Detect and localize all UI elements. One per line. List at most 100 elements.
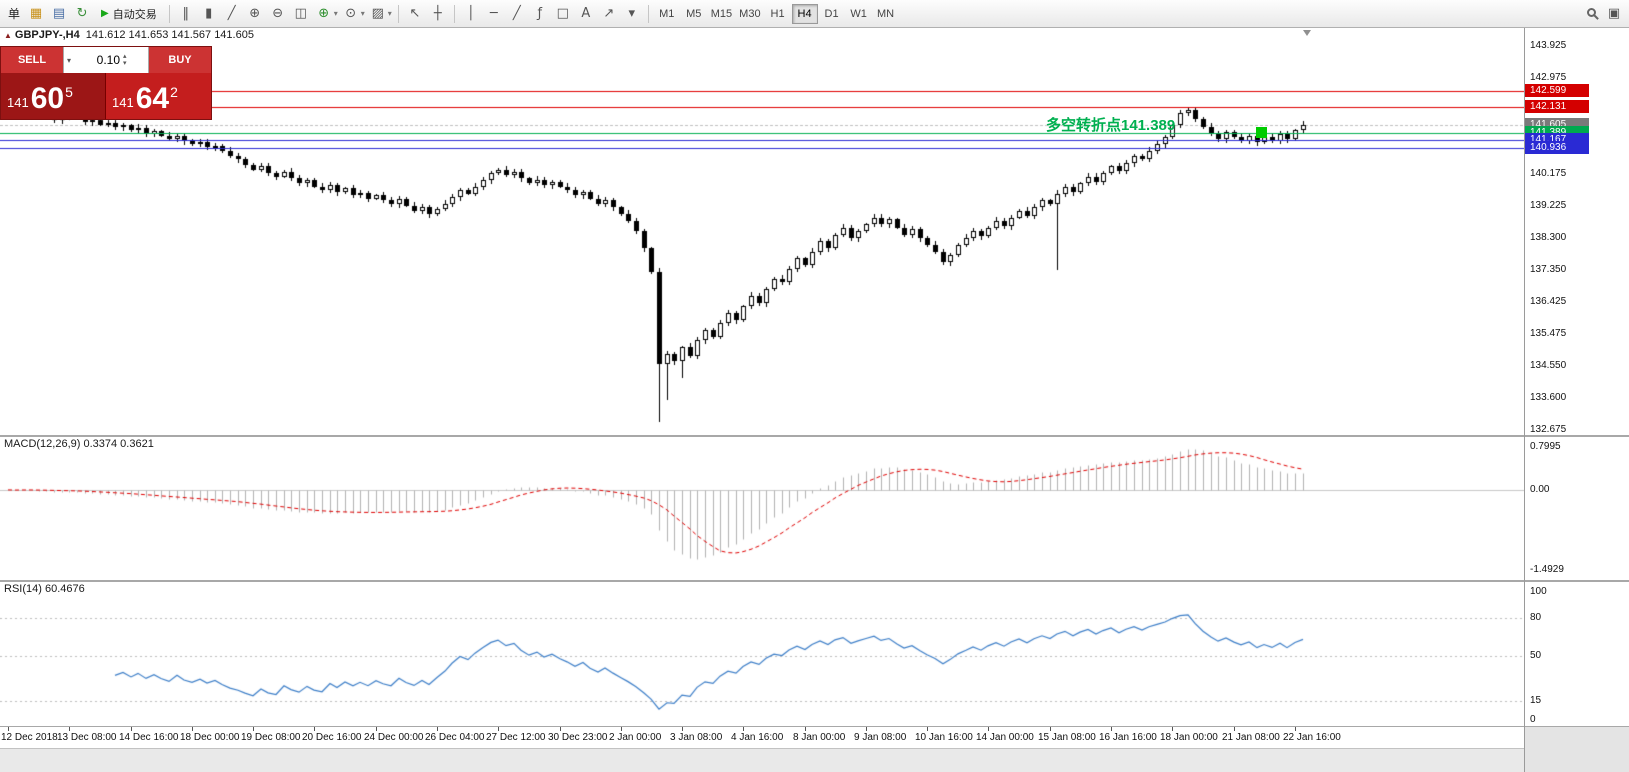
sell-button[interactable]: SELL (1, 47, 63, 73)
timeframe-m1[interactable]: M1 (654, 4, 680, 24)
vertical-line-icon[interactable]: │ (460, 3, 482, 25)
price-axis-label: 134.550 (1530, 359, 1567, 371)
periods-icon[interactable]: ⊙ (340, 3, 362, 25)
profiles-icon[interactable]: ▤ (48, 3, 70, 25)
auto-trading-button[interactable]: ▶ 自动交易 (94, 3, 164, 25)
time-tick (1050, 727, 1051, 731)
toolbar-separator (168, 4, 170, 23)
time-axis-label: 14 Dec 16:00 (119, 732, 179, 743)
symbol-triangle-icon: ▲ (4, 31, 12, 40)
timeframe-m15[interactable]: M15 (708, 4, 735, 24)
macd-axis-label: -1.4929 (1530, 564, 1564, 575)
toolbar-separator (453, 4, 455, 23)
volume-dropdown-icon[interactable]: ▾ (67, 55, 72, 65)
text-icon[interactable]: A (575, 3, 597, 25)
templates-icon[interactable]: ▨ (367, 3, 389, 25)
timeframe-mn[interactable]: MN (873, 4, 899, 24)
zoom-in-icon[interactable]: ⊕ (244, 3, 266, 25)
rsi-axis-label: 0 (1530, 713, 1536, 725)
trendline-icon[interactable]: ╱ (506, 3, 528, 25)
volume-stepper[interactable]: ▴ ▾ (120, 53, 130, 67)
tile-windows-icon[interactable]: ◫ (290, 3, 312, 25)
line-chart-icon[interactable]: ╱ (221, 3, 243, 25)
main-price-axis[interactable]: 143.925142.975142.050141.100140.175139.2… (1525, 28, 1629, 435)
search-icon[interactable] (1587, 8, 1596, 17)
timeframe-m5[interactable]: M5 (681, 4, 707, 24)
buy-button[interactable]: BUY (149, 47, 211, 73)
volume-control: ▾ ▴ ▾ (63, 47, 149, 73)
rsi-value-axis[interactable]: 100 80 50 15 0 (1525, 582, 1629, 726)
timeframe-m30[interactable]: M30 (736, 4, 763, 24)
timeframe-w1[interactable]: W1 (846, 4, 872, 24)
buy-marker-icon (1256, 127, 1267, 138)
price-axis-label: 138.300 (1530, 231, 1567, 243)
shapes-icon[interactable]: □ (552, 3, 574, 25)
buy-price[interactable]: 141 64 2 (106, 73, 211, 119)
drawing-toolbar-group: │ ─ ╱ ƒ □ A ↗ ▾ (460, 3, 643, 25)
rsi-axis-label: 50 (1530, 649, 1542, 661)
rsi-axis-label: 100 (1530, 585, 1547, 597)
sell-price-big: 60 (30, 82, 65, 115)
timeframe-h4[interactable]: H4 (791, 3, 818, 24)
time-axis-label: 26 Dec 04:00 (425, 732, 485, 743)
arrow-tools-icon[interactable]: ↗ (598, 3, 620, 25)
trade-controls-row: SELL ▾ ▴ ▾ BUY (1, 47, 211, 73)
new-chart-icon[interactable]: ▦ (25, 3, 47, 25)
volume-up-icon[interactable]: ▴ (123, 53, 127, 60)
templates-icon-dropdown[interactable]: ▾ (387, 9, 392, 18)
volume-down-icon[interactable]: ▾ (123, 60, 127, 67)
right-toolbar-group: ▣ (1585, 3, 1625, 25)
more-tools-icon[interactable]: ▾ (621, 3, 643, 25)
time-tick (314, 727, 315, 731)
time-tick (1111, 727, 1112, 731)
panel-divider[interactable] (0, 435, 1524, 437)
time-tick (8, 727, 9, 731)
indicator-toolbar-group: ⊕ ▾ ⊙ ▾ ▨ ▾ (313, 3, 393, 25)
time-axis-label: 3 Jan 08:00 (670, 732, 723, 743)
time-tick (988, 727, 989, 731)
pointer-toolbar-group: ↖ ┼ (404, 3, 449, 25)
file-toolbar-group: ▦ ▤ ↻ (25, 3, 93, 25)
timeframe-d1[interactable]: D1 (819, 4, 845, 24)
crosshair-icon[interactable]: ┼ (427, 3, 449, 25)
indicators-icon-dropdown[interactable]: ▾ (333, 9, 338, 18)
time-axis-label: 30 Dec 23:00 (548, 732, 608, 743)
sell-price-sup: 5 (65, 84, 73, 100)
volume-input[interactable] (74, 53, 121, 67)
zoom-out-icon[interactable]: ⊖ (267, 3, 289, 25)
toolbar-separator (397, 4, 399, 23)
chart-shift-marker[interactable] (1303, 30, 1311, 36)
rsi-canvas[interactable] (0, 582, 1524, 726)
macd-value-axis[interactable]: 0.7995 0.00 -1.4929 (1525, 437, 1629, 580)
time-tick (560, 727, 561, 731)
sell-price-prefix: 141 (7, 95, 29, 110)
horizontal-line-icon[interactable]: ─ (483, 3, 505, 25)
price-badge: 142.599 (1525, 84, 1589, 98)
price-badge: 140.936 (1525, 141, 1589, 154)
price-axis-label: 143.925 (1530, 39, 1567, 51)
time-tick (927, 727, 928, 731)
periods-icon-dropdown[interactable]: ▾ (360, 9, 365, 18)
time-axis[interactable]: 12 Dec 2018 13 Dec 08:00 14 Dec 16:00 18 De… (0, 726, 1524, 748)
macd-canvas[interactable] (0, 437, 1524, 580)
panel-divider[interactable] (0, 580, 1524, 582)
menu-label[interactable]: 单 (8, 7, 21, 21)
candlestick-icon[interactable]: ▮ (198, 3, 220, 25)
indicators-icon[interactable]: ⊕ (313, 3, 335, 25)
bottom-strip (0, 748, 1524, 772)
timeframe-h1[interactable]: H1 (765, 4, 791, 24)
layout-icon[interactable]: ▣ (1603, 3, 1625, 25)
bar-chart-icon[interactable]: ‖ (175, 3, 197, 25)
time-tick (498, 727, 499, 731)
time-axis-label: 10 Jan 16:00 (915, 732, 973, 743)
price-axis-label: 140.175 (1530, 167, 1567, 179)
main-chart-canvas[interactable] (0, 28, 1524, 435)
cursor-icon[interactable]: ↖ (404, 3, 426, 25)
fibonacci-icon[interactable]: ƒ (529, 3, 551, 25)
toolbar: 单 ▦ ▤ ↻ ▶ 自动交易 ‖ ▮ ╱ ⊕ ⊖ ◫ ⊕ ▾ ⊙ ▾ ▨ ▾ ↖ ┼ │ ─ ╱ ƒ □ A ↗ ▾ M… (0, 0, 1629, 28)
price-axis-label: 142.975 (1530, 72, 1567, 84)
refresh-icon[interactable]: ↻ (71, 3, 93, 25)
sell-price[interactable]: 141 60 5 (1, 73, 106, 119)
